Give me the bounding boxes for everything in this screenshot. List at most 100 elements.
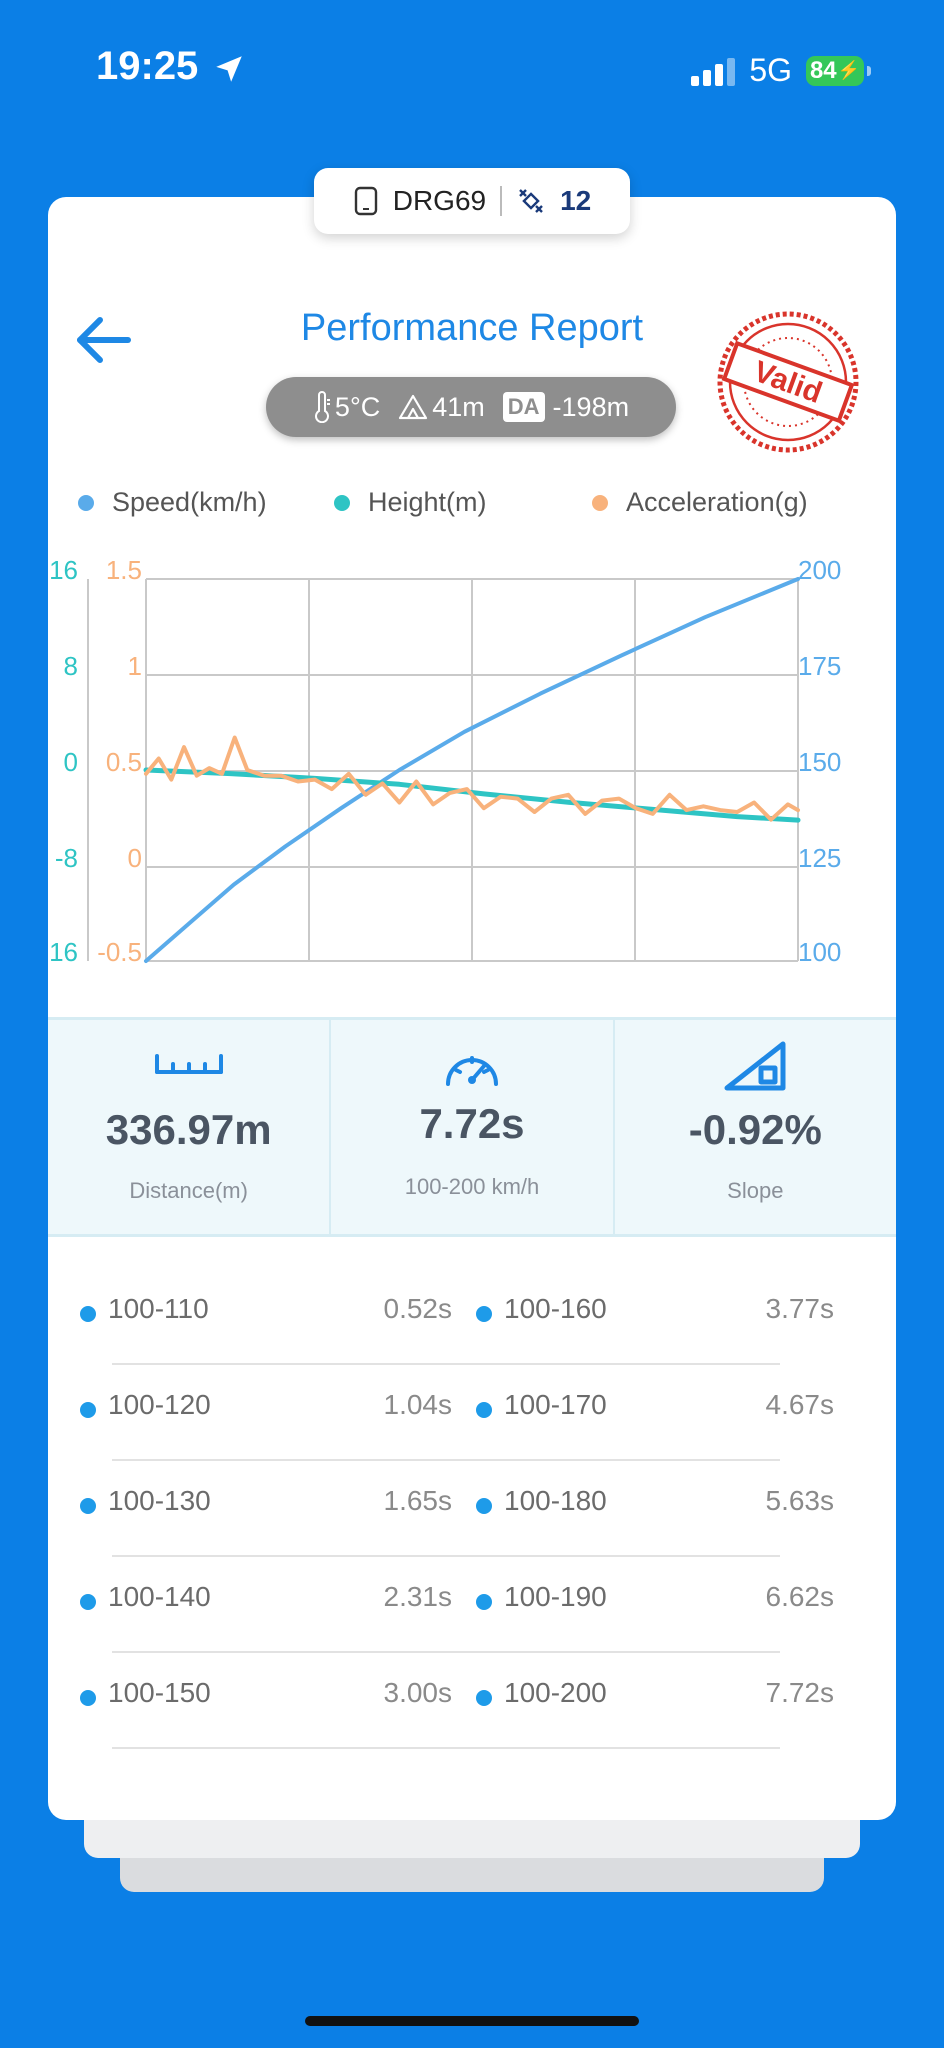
split-time: 6.62s xyxy=(765,1581,835,1612)
mountain-icon xyxy=(399,394,428,420)
acceleration-tick-label: 0 xyxy=(128,843,142,873)
split-range: 100-200 xyxy=(504,1677,607,1708)
height-tick-label: 8 xyxy=(64,651,78,681)
time-value: 7.72s xyxy=(419,1100,525,1147)
acceleration-tick-label: 1 xyxy=(128,651,142,681)
row-divider xyxy=(112,1459,780,1461)
split-range: 100-190 xyxy=(504,1581,607,1612)
satellite-icon xyxy=(519,189,543,213)
split-time: 5.63s xyxy=(765,1485,835,1516)
device-name: DRG69 xyxy=(392,185,487,216)
back-arrow-icon[interactable] xyxy=(72,312,136,368)
density-altitude-item: DA -198m xyxy=(502,391,630,423)
battery-icon: 84 ⚡ xyxy=(806,55,871,86)
split-time: 3.00s xyxy=(383,1677,453,1708)
row-divider xyxy=(112,1747,780,1749)
time-stat: 7.72s 100-200 km/h xyxy=(331,1020,615,1234)
speed-tick-label: 100 xyxy=(798,937,841,967)
row-divider xyxy=(112,1651,780,1653)
split-range: 100-110 xyxy=(108,1293,209,1324)
split-time: 1.04s xyxy=(383,1389,453,1420)
battery-level: 84 xyxy=(809,56,837,84)
status-indicators: 5G 84 ⚡ xyxy=(691,52,871,89)
row-divider xyxy=(112,1363,780,1365)
distance-stat: 336.97m Distance(m) xyxy=(48,1020,332,1234)
slope-stat: -0.92% Slope xyxy=(615,1020,896,1234)
network-type: 5G xyxy=(749,52,792,88)
legend-height-label: Height(m) xyxy=(368,487,487,517)
distance-label: Distance(m) xyxy=(129,1178,248,1203)
da-badge: DA xyxy=(502,392,545,422)
speed-tick-label: 150 xyxy=(798,747,841,777)
location-arrow-icon xyxy=(216,56,242,82)
conditions-pill: 5°C 41m DA -198m xyxy=(266,377,676,437)
cellular-signal-icon xyxy=(691,56,736,86)
split-row: 100-150 3.00s 100-200 7.72s xyxy=(48,1653,896,1749)
height-tick-label: -8 xyxy=(55,843,78,873)
page-title: Performance Report xyxy=(300,307,644,349)
thermometer-icon xyxy=(314,391,330,423)
satellite-count: 12 xyxy=(560,185,592,216)
split-item: 100-170 4.67s xyxy=(476,1389,834,1429)
acceleration-tick-label: -0.5 xyxy=(97,937,142,967)
split-range: 100-170 xyxy=(504,1389,607,1420)
speed-tick-label: 200 xyxy=(798,555,841,585)
time-label: 100-200 km/h xyxy=(404,1174,540,1199)
split-item: 100-140 2.31s xyxy=(80,1581,452,1621)
acceleration-tick-label: 0.5 xyxy=(106,747,142,777)
row-divider xyxy=(112,1555,780,1557)
density-altitude-value: -198m xyxy=(552,391,630,422)
split-range: 100-160 xyxy=(504,1293,607,1324)
split-row: 100-110 0.52s 100-160 3.77s xyxy=(48,1269,896,1365)
device-pill[interactable]: DRG69 12 xyxy=(314,168,630,234)
slope-value: -0.92% xyxy=(688,1106,822,1153)
split-item: 100-200 7.72s xyxy=(476,1677,834,1717)
split-row: 100-120 1.04s 100-170 4.67s xyxy=(48,1365,896,1461)
valid-stamp: Valid xyxy=(717,311,859,453)
split-item: 100-130 1.65s xyxy=(80,1485,452,1525)
split-times-list: 100-110 0.52s 100-160 3.77s 100-120 1.04s 1… xyxy=(48,1269,896,1749)
split-time: 7.72s xyxy=(765,1677,835,1708)
phone-icon xyxy=(354,186,377,216)
distance-value: 336.97m xyxy=(105,1106,272,1153)
ruler-icon xyxy=(154,1054,223,1074)
height-tick-label: 16 xyxy=(49,555,78,585)
speed-tick-label: 175 xyxy=(798,651,841,681)
split-range: 100-150 xyxy=(108,1677,211,1708)
temperature-item: 5°C xyxy=(313,391,380,423)
pill-divider xyxy=(500,186,503,216)
split-time: 2.31s xyxy=(383,1581,453,1612)
split-time: 0.52s xyxy=(383,1293,453,1324)
status-time: 19:25 xyxy=(96,44,199,88)
split-item: 100-110 0.52s xyxy=(80,1293,452,1333)
stats-panel: 336.97m Distance(m) 7.72s 100-200 km/h -… xyxy=(48,1017,896,1237)
speedometer-icon xyxy=(445,1056,498,1086)
split-range: 100-180 xyxy=(504,1485,607,1516)
performance-chart: 16 8 0 -8 -16 1.5 1 0.5 0 -0.5 200 175 150 125 100 xyxy=(48,555,841,967)
home-indicator[interactable] xyxy=(305,2016,639,2026)
split-range: 100-130 xyxy=(108,1485,211,1516)
temperature-value: 5°C xyxy=(334,391,381,422)
legend-acceleration-label: Acceleration(g) xyxy=(626,487,808,517)
slope-icon xyxy=(724,1041,786,1091)
legend-speed: Speed(km/h) xyxy=(78,487,267,518)
speed-tick-label: 125 xyxy=(798,843,841,873)
legend-height: Height(m) xyxy=(334,487,487,518)
altitude-value: 41m xyxy=(432,391,485,422)
height-tick-label: -16 xyxy=(48,937,78,967)
slope-label: Slope xyxy=(727,1178,784,1203)
split-item: 100-120 1.04s xyxy=(80,1389,452,1429)
split-item: 100-190 6.62s xyxy=(476,1581,834,1621)
report-card: Performance Report 5°C 41m DA -198m Vali… xyxy=(48,197,896,1820)
split-time: 3.77s xyxy=(765,1293,835,1324)
split-item: 100-150 3.00s xyxy=(80,1677,452,1717)
split-range: 100-120 xyxy=(108,1389,211,1420)
split-row: 100-130 1.65s 100-180 5.63s xyxy=(48,1461,896,1557)
altitude-item: 41m xyxy=(398,392,485,423)
split-time: 1.65s xyxy=(383,1485,453,1516)
split-item: 100-160 3.77s xyxy=(476,1293,834,1333)
height-tick-label: 0 xyxy=(64,747,78,777)
split-item: 100-180 5.63s xyxy=(476,1485,834,1525)
legend-speed-label: Speed(km/h) xyxy=(112,487,267,517)
legend-acceleration: Acceleration(g) xyxy=(592,487,808,518)
